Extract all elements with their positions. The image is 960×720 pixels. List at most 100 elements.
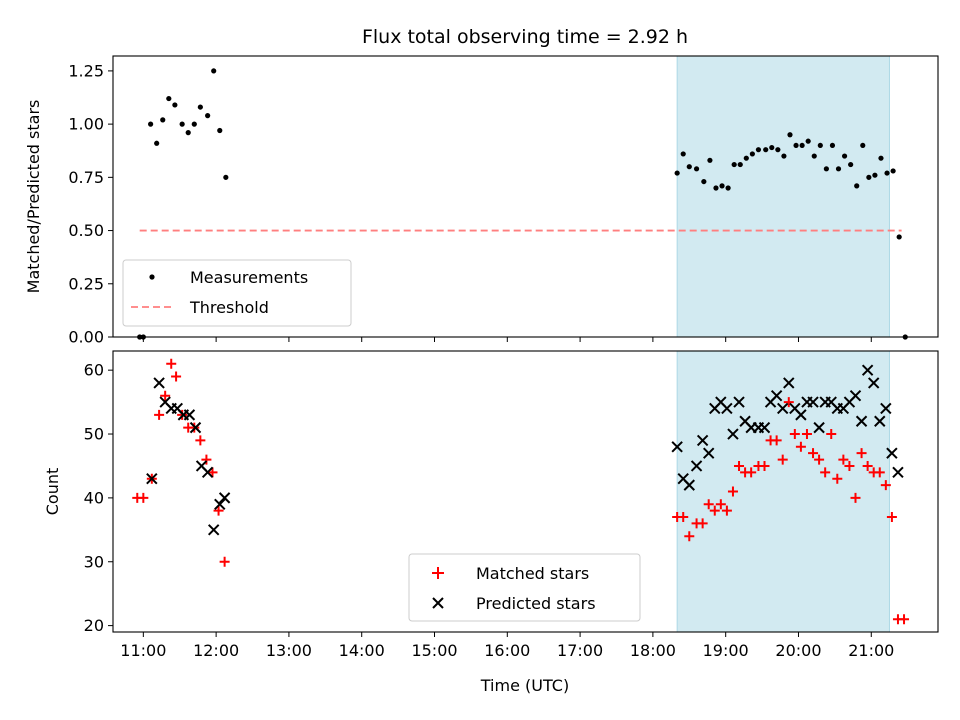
measurement-point [693,166,700,172]
matched-star-point [154,409,165,420]
matched-star-point [715,499,726,510]
measurement-point [731,161,737,168]
measurement-point [719,183,725,189]
matched-star-point [844,460,855,471]
bottom-y-ticks: 20 30 40 50 60 [84,361,113,635]
bottom-y-tick-label: 20 [84,616,104,635]
measurement-point [775,147,781,153]
measurement-point [866,174,872,180]
matched-star-point [856,448,867,459]
top-y-tick-label: 1.25 [68,61,104,80]
bottom-panel: 20 30 40 50 60 11:00 12:00 13:00 14:00 15:00 16:0… [43,350,939,695]
bottom-x-tick-label: 12:00 [193,641,239,660]
measurement-point [223,174,229,180]
predicted-star-point [702,447,715,459]
matched-star-point [808,448,819,459]
bottom-y-tick-label: 30 [84,552,104,571]
legend-matched-label: Matched stars [476,564,589,583]
predicted-star-point [201,466,214,479]
predicted-star-point [880,402,892,415]
bottom-x-tick-label: 13:00 [266,641,312,660]
measurement-point [680,151,686,157]
matched-star-point [721,505,732,516]
matched-star-point [201,454,212,465]
matched-star-point [746,467,757,478]
measurement-point [878,155,884,161]
matched-star-point [709,505,720,516]
bottom-x-tick-label: 21:00 [848,641,894,660]
predicted-star-point [207,524,220,536]
bottom-legend-box [408,553,641,622]
measurement-point [763,147,769,153]
measurement-point [713,185,719,191]
matched-star-point [826,429,837,440]
top-y-axis-label: Matched/Predicted stars [24,100,43,294]
predicted-star-point [892,466,904,479]
matched-star-point [850,492,861,503]
bottom-y-tick-label: 50 [84,425,104,444]
bottom-x-tick-label: 11:00 [120,641,166,660]
predicted-star-point [733,396,745,408]
measurement-point [701,178,707,185]
measurement-point [823,166,829,172]
bottom-x-ticks: 11:00 12:00 13:00 14:00 15:00 16:00 17:00 18:00… [120,632,894,660]
predicted-star-point [849,389,862,402]
bottom-x-tick-label: 18:00 [630,641,676,660]
matched-star-point [832,473,843,484]
bottom-y-tick-label: 60 [84,361,104,380]
measurement-point [872,172,878,178]
top-y-tick-label: 0.75 [68,168,104,187]
matched-star-point [880,480,891,491]
measurement-point [217,127,223,134]
matched-star-point [759,460,770,471]
measurement-point [737,161,743,168]
measurement-point [166,95,172,102]
matched-star-point [678,512,689,523]
top-legend-box [122,259,352,327]
predicted-star-point [696,434,709,447]
matched-star-point [171,371,182,382]
measurement-point [835,166,842,172]
predicted-star-point [783,377,795,389]
predicted-stars-points [146,364,904,536]
top-y-ticks: 0.00 0.25 0.50 0.75 1.00 1.25 [68,61,113,347]
top-panel: 0.00 0.25 0.50 0.75 1.00 1.25 Matched/Predict… [24,55,939,347]
bottom-legend: Matched stars Predicted stars [408,553,641,622]
top-x-ticks [142,337,872,342]
predicted-star-point [776,402,789,415]
top-legend: Measurements Threshold [122,259,352,327]
matched-star-point [160,390,171,401]
predicted-star-point [758,421,771,434]
matched-star-point [789,429,800,440]
measurement-point [781,153,787,159]
matched-star-point [166,358,177,369]
top-y-tick-label: 0.25 [68,274,104,293]
legend-matched-marker [432,567,444,579]
predicted-star-point [795,409,807,421]
measurement-point [185,130,191,136]
predicted-star-point [867,377,880,389]
measurement-point [841,153,848,159]
measurement-point [749,151,755,157]
matched-star-point [195,435,206,446]
measurement-point [211,68,217,74]
matched-star-point [801,429,812,440]
predicted-star-point [183,409,196,421]
matched-star-point [820,467,831,478]
measurement-point [172,102,178,108]
measurement-point [817,142,823,149]
measurement-point [890,168,896,174]
measurement-point [674,170,680,176]
predicted-star-point [690,460,703,472]
measurement-point [160,117,166,123]
bottom-x-tick-label: 15:00 [411,641,457,660]
bottom-y-axis-label: Count [43,468,62,516]
matched-star-point [899,614,910,625]
measurement-point [811,153,817,159]
bottom-x-tick-label: 20:00 [775,641,821,660]
measurement-point [686,164,692,170]
matched-star-point [771,435,782,446]
predicted-star-point [813,421,825,434]
chart-title: Flux total observing time = 2.92 h [362,26,688,48]
measurement-point [805,138,811,144]
